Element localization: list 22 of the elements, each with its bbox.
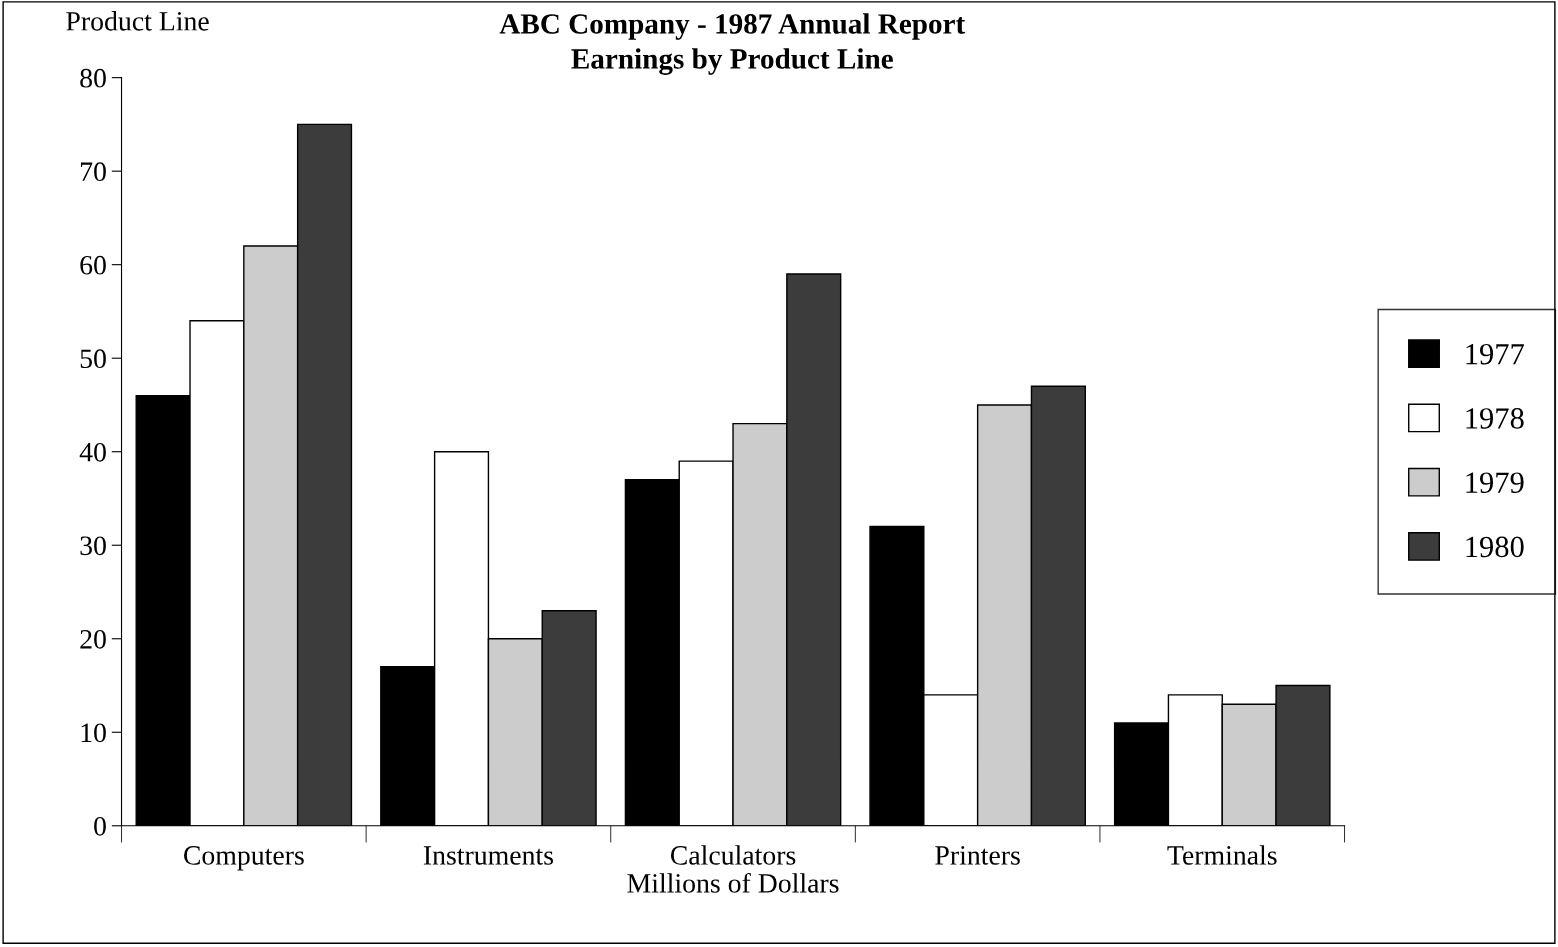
chart-subtitle: Earnings by Product Line	[571, 48, 893, 75]
legend-label: 1979	[1466, 472, 1524, 493]
y-tick-label: 40	[79, 442, 106, 462]
x-tick-label: Instruments	[423, 846, 554, 865]
x-axis-title: Millions of Dollars	[627, 872, 839, 893]
legend-label: 1978	[1466, 408, 1524, 429]
y-axis-title: Product Line	[66, 11, 209, 31]
y-tick-label: 70	[80, 162, 106, 182]
chart-title: ABC Company - 1987 Annual Report	[499, 13, 966, 40]
y-tick-label: 0	[94, 816, 106, 836]
x-tick-label: Calculators	[670, 845, 796, 865]
legend-label: 1977	[1466, 343, 1524, 365]
y-tick-label: 10	[81, 723, 106, 743]
y-tick-label: 60	[80, 255, 106, 275]
x-tick-label: Printers	[935, 846, 1020, 865]
x-tick-label: Computers	[184, 846, 304, 871]
y-tick-label: 30	[80, 536, 106, 556]
y-tick-label: 80	[80, 68, 106, 88]
y-tick-label: 50	[80, 349, 106, 369]
legend-label: 1980	[1466, 536, 1524, 558]
y-tick-label: 20	[80, 629, 106, 649]
x-tick-label: Terminals	[1167, 845, 1277, 865]
